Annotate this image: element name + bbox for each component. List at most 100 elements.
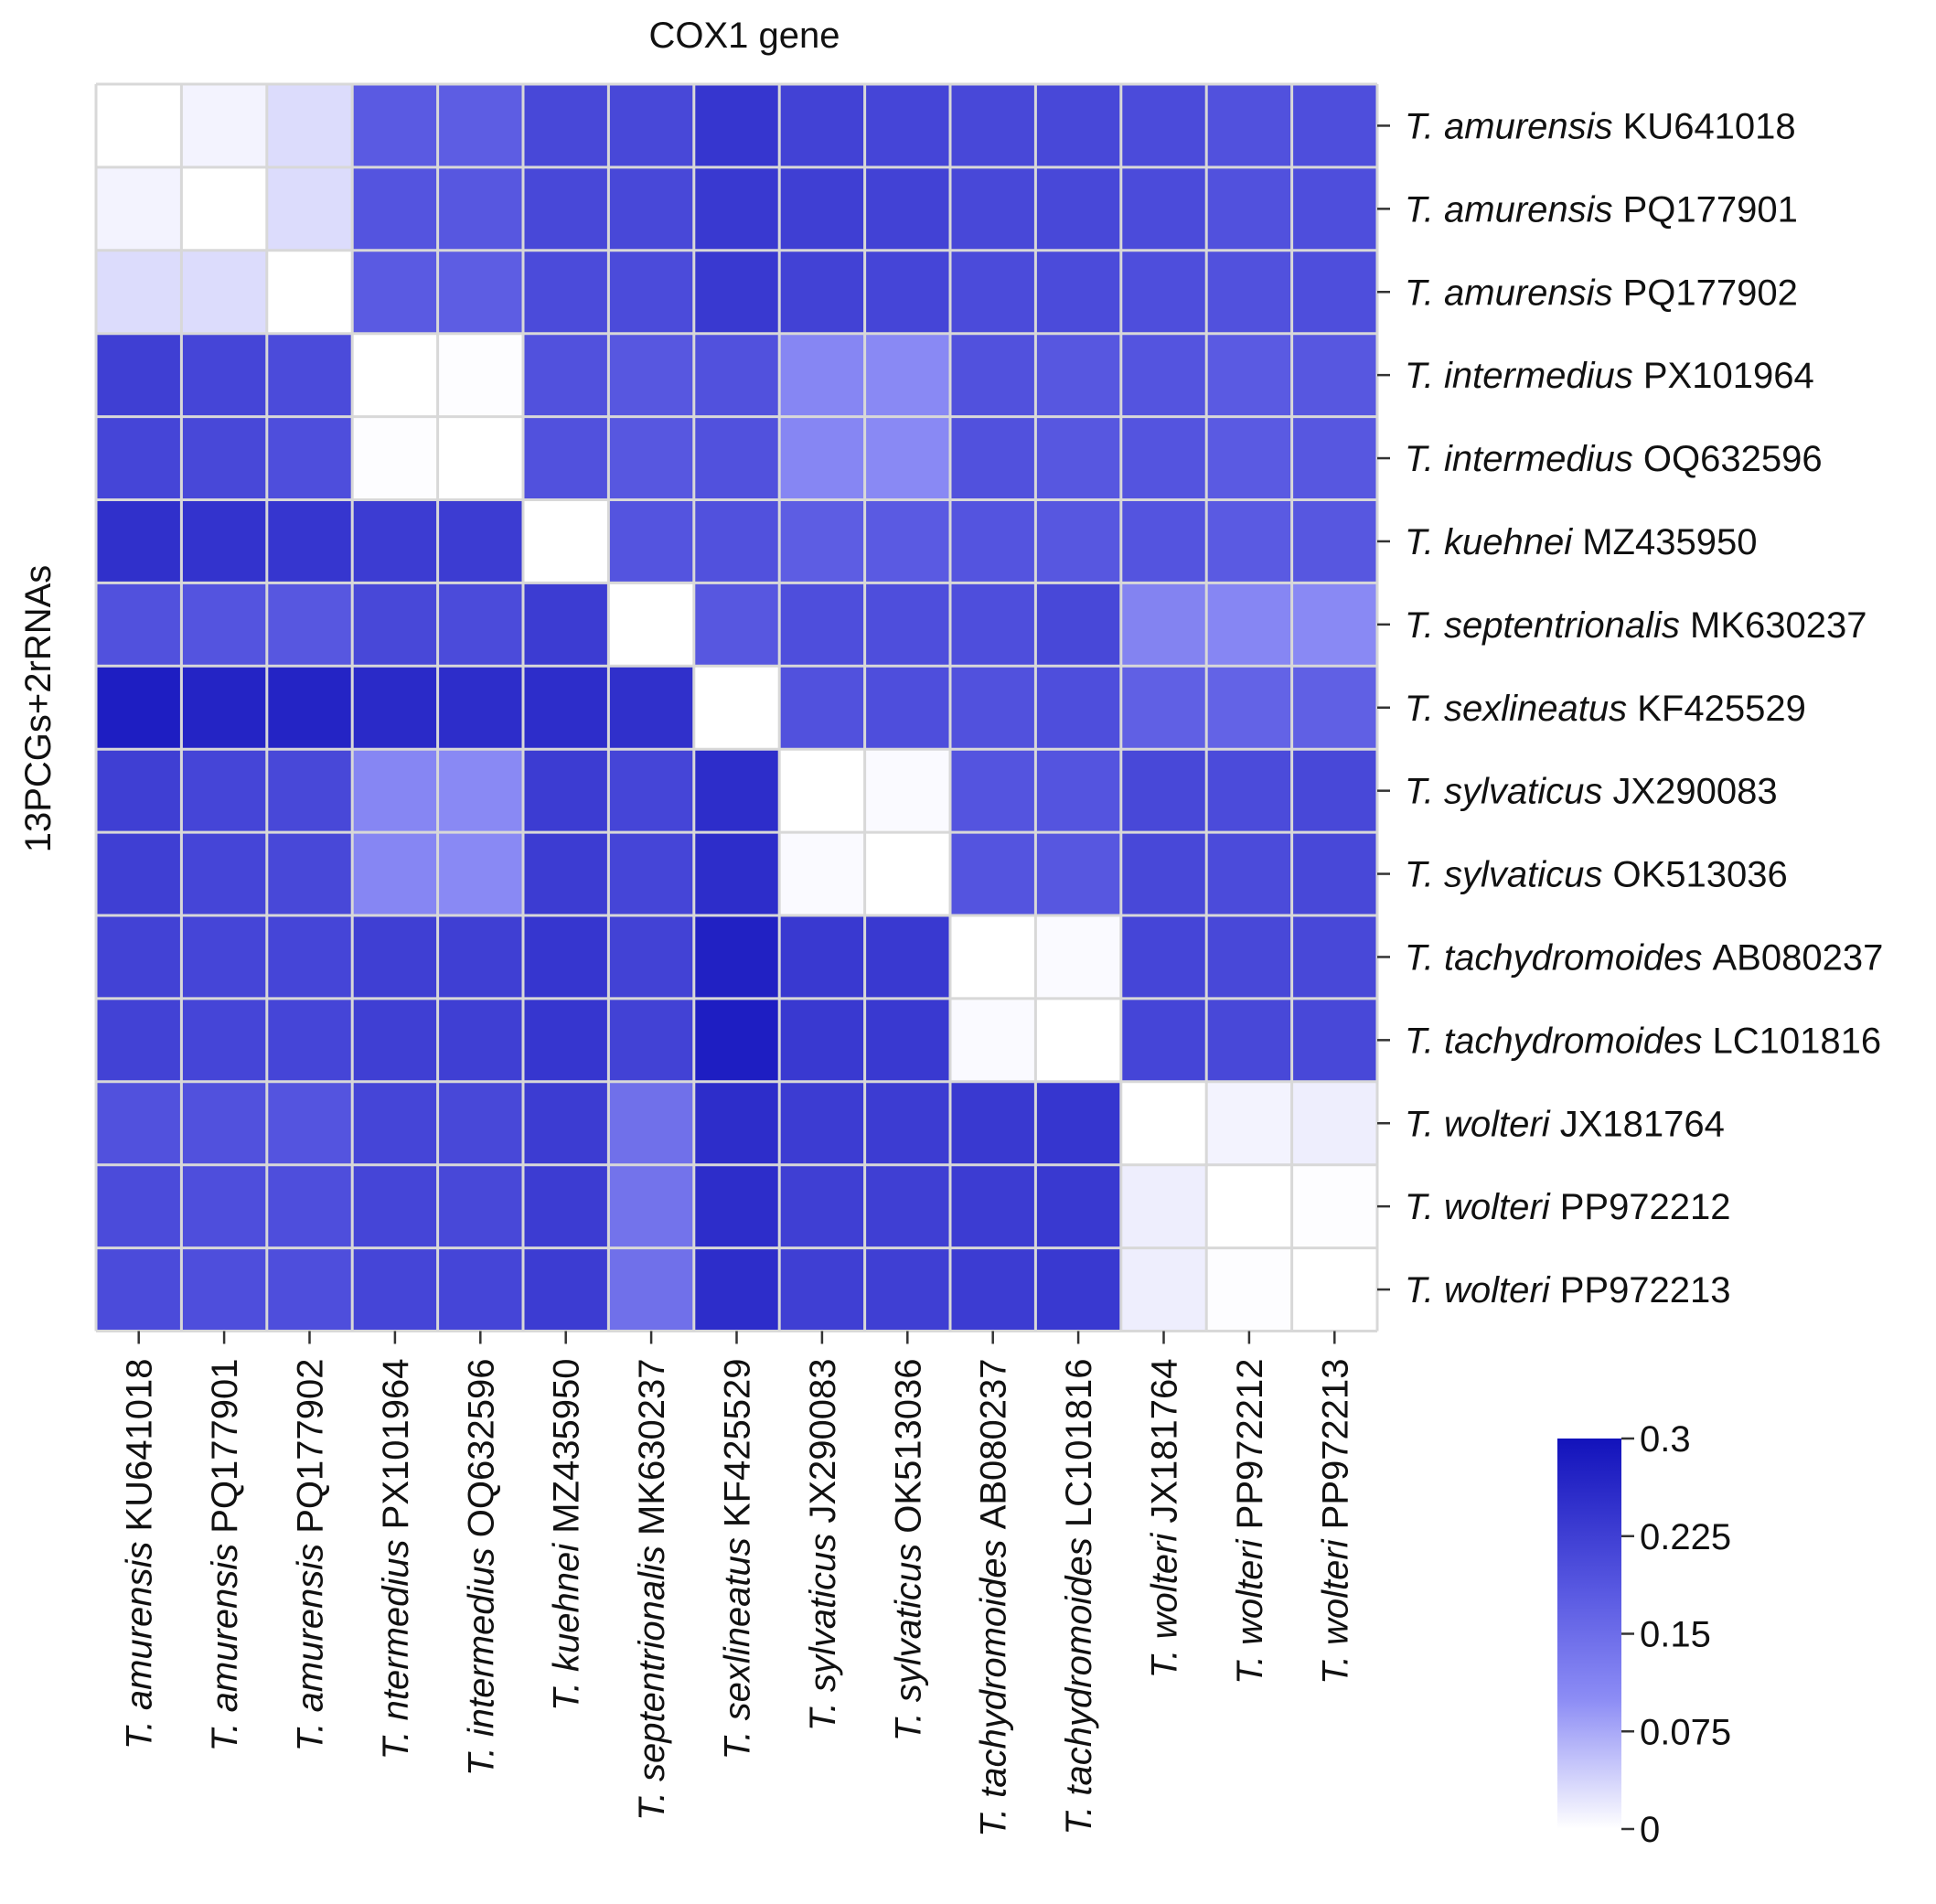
heatmap-cell <box>437 416 524 500</box>
heatmap-cell <box>437 915 524 1000</box>
heatmap-cell <box>523 250 609 335</box>
heatmap-cell <box>1120 998 1207 1083</box>
colorbar: 0 0.075 0.15 0.225 0.3 <box>1557 1419 1731 1850</box>
label-genus: T. <box>1405 855 1444 895</box>
heatmap-cell <box>352 832 439 916</box>
heatmap-cell <box>437 583 524 667</box>
heatmap-cell <box>779 166 866 251</box>
heatmap-cell <box>1120 666 1207 750</box>
column-label: T. intermedius OQ632596 <box>461 1359 501 1777</box>
label-genus: T. <box>1405 106 1444 146</box>
heatmap-cell <box>266 915 353 1000</box>
row-label: T. amurensis PQ177901 <box>1405 189 1798 230</box>
heatmap-cell <box>181 499 268 583</box>
heatmap-cell <box>181 749 268 833</box>
heatmap-cell <box>1120 499 1207 583</box>
heatmap-cell <box>523 1081 609 1166</box>
heatmap-cell <box>1291 998 1378 1083</box>
label-genus: T. <box>1405 189 1444 230</box>
heatmap-cell <box>864 583 951 667</box>
heatmap-cell <box>1206 915 1293 1000</box>
heatmap-cell <box>437 250 524 335</box>
label-accession: MZ435950 <box>1582 522 1757 562</box>
heatmap-cell <box>1291 333 1378 418</box>
label-species: amurensis <box>120 1532 160 1711</box>
label-accession: AB080237 <box>1712 937 1883 978</box>
heatmap-cell <box>1206 1247 1293 1332</box>
column-label: T. sexlineatus KF425529 <box>718 1359 758 1760</box>
heatmap-cell <box>1206 416 1293 500</box>
heatmap-cell <box>693 166 780 251</box>
label-accession: JX290083 <box>803 1359 843 1524</box>
heatmap-cell <box>1291 84 1378 168</box>
heatmap-cell <box>1035 1164 1122 1249</box>
heatmap-cell <box>96 915 182 1000</box>
heatmap-cell <box>1120 84 1207 168</box>
label-species: intermedius <box>1444 356 1643 396</box>
heatmap-cell <box>181 998 268 1083</box>
label-genus: T. <box>1230 1645 1270 1685</box>
label-species: septentrionalis <box>1444 605 1690 646</box>
label-genus: T. <box>1145 1639 1185 1678</box>
heatmap-cell <box>864 998 951 1083</box>
heatmap-cell <box>864 333 951 418</box>
heatmap-cell <box>266 416 353 500</box>
row-label: T. sylvaticus JX290083 <box>1405 772 1778 812</box>
heatmap-cell <box>437 166 524 251</box>
heatmap-cell <box>693 416 780 500</box>
row-label: T. wolteri PP972213 <box>1405 1270 1731 1310</box>
heatmap-cell <box>693 1247 780 1332</box>
heatmap-cell <box>266 749 353 833</box>
heatmap-cell <box>950 1081 1036 1166</box>
heatmap-cell <box>1291 666 1378 750</box>
row-label: T. tachydromoides AB080237 <box>1405 937 1883 978</box>
label-accession: PP972212 <box>1560 1187 1731 1227</box>
heatmap-cell <box>864 832 951 916</box>
heatmap-cell <box>352 250 439 335</box>
heatmap-cell <box>864 749 951 833</box>
heatmap-cell <box>608 915 695 1000</box>
heatmap-cell <box>1120 1081 1207 1166</box>
label-genus: T. <box>1405 522 1444 562</box>
heatmap-cell <box>608 1081 695 1166</box>
heatmap-cell <box>96 250 182 335</box>
label-genus: T. <box>1059 1796 1099 1835</box>
heatmap-cell <box>779 832 866 916</box>
label-genus: T. <box>1405 937 1444 978</box>
row-label: T. amurensis PQ177902 <box>1405 273 1798 313</box>
heatmap-cell <box>1035 666 1122 750</box>
heatmap-cell <box>266 333 353 418</box>
heatmap-cell <box>523 333 609 418</box>
label-accession: PQ177901 <box>1623 189 1798 230</box>
heatmap-cell <box>96 1164 182 1249</box>
column-label: T. ntermedius PX101964 <box>376 1359 416 1760</box>
heatmap-cell <box>437 832 524 916</box>
heatmap-cell <box>864 84 951 168</box>
label-genus: T. <box>461 1737 501 1776</box>
label-species: amurensis <box>1444 273 1623 313</box>
heatmap-cell <box>523 1247 609 1332</box>
heatmap-cell <box>608 84 695 168</box>
row-label: T. septentrionalis MK630237 <box>1405 605 1867 646</box>
label-genus: T. <box>1405 439 1444 479</box>
heatmap-cell <box>1206 499 1293 583</box>
label-species: intermedius <box>461 1537 501 1737</box>
heatmap-cell <box>1120 250 1207 335</box>
label-accession: MZ435950 <box>547 1359 587 1534</box>
heatmap-cell <box>1206 998 1293 1083</box>
heatmap-cell <box>266 250 353 335</box>
label-species: wolteri <box>1230 1529 1270 1645</box>
column-label: T. septentrionalis MK630237 <box>632 1359 672 1822</box>
label-accession: KF425529 <box>718 1359 758 1528</box>
label-accession: MK630237 <box>632 1359 672 1535</box>
heatmap-cell <box>1206 1081 1293 1166</box>
heatmap-cell <box>779 915 866 1000</box>
label-species: amurensis <box>1444 189 1623 230</box>
label-accession: PQ177902 <box>1623 273 1798 313</box>
heatmap-cell <box>1291 915 1378 1000</box>
heatmap-cell <box>1035 166 1122 251</box>
colorbar-tick-label: 0 <box>1640 1810 1660 1850</box>
heatmap-cell <box>864 416 951 500</box>
heatmap-cell <box>950 749 1036 833</box>
colorbar-tick-label: 0.225 <box>1640 1517 1731 1557</box>
